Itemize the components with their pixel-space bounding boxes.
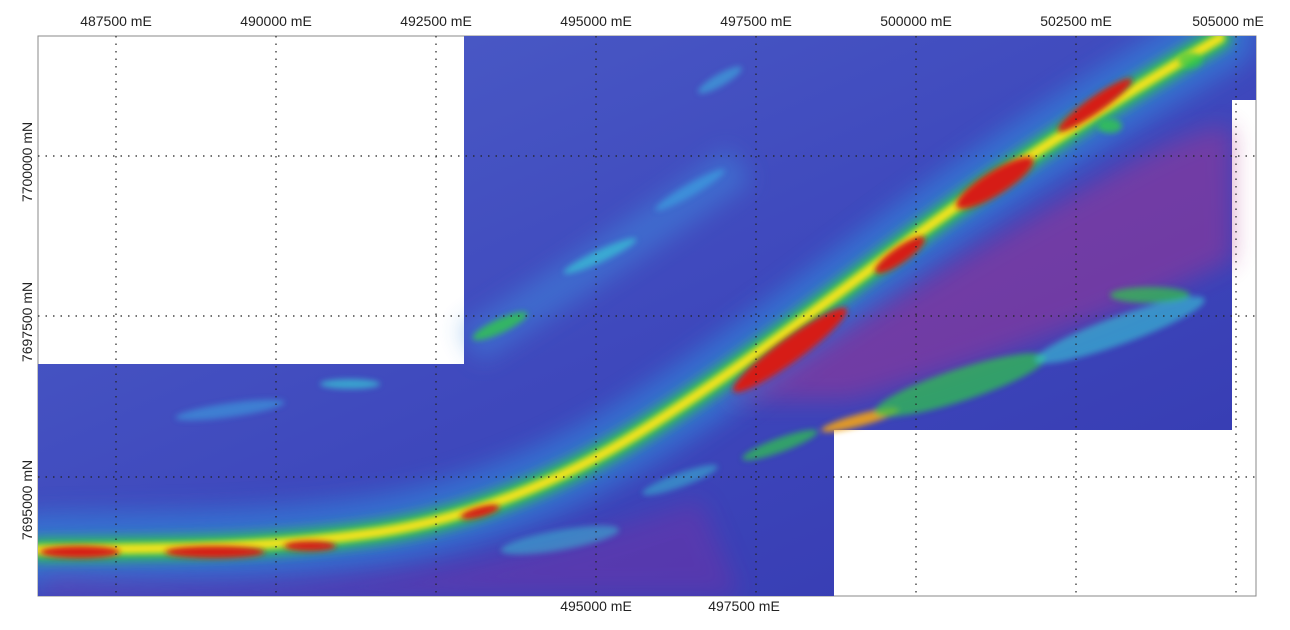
top-axis-label: 502500 mE — [1040, 13, 1112, 29]
minor-anomaly — [642, 464, 718, 496]
bottom-axis-label: 495000 mE — [560, 598, 632, 614]
minor-anomaly — [1178, 52, 1202, 68]
anomaly-highs — [40, 78, 1133, 558]
anomaly-high — [460, 504, 500, 520]
minor-anomaly — [655, 169, 725, 211]
anomaly-high — [875, 236, 925, 274]
anomaly-high — [1057, 78, 1133, 132]
left-axis-label: 7695000 mN — [19, 460, 35, 540]
left-axis: 7700000 mN 7697500 mN 7695000 mN — [19, 122, 35, 540]
anomaly-high — [956, 157, 1034, 209]
minor-anomaly — [320, 379, 380, 389]
minor-anomaly — [698, 66, 742, 94]
top-axis-label: 495000 mE — [560, 13, 632, 29]
left-axis-label: 7700000 mN — [19, 122, 35, 202]
anomaly-high — [732, 307, 848, 393]
top-axis-label: 490000 mE — [240, 13, 312, 29]
top-axis: 487500 mE 490000 mE 492500 mE 495000 mE … — [80, 13, 1264, 29]
minor-anomaly — [742, 429, 818, 461]
minor-anomaly — [1110, 287, 1190, 303]
magnetic-low-zone — [720, 127, 1232, 400]
minor-anomaly — [175, 399, 285, 421]
map-grid — [38, 36, 1256, 596]
anomaly-high — [165, 546, 265, 558]
left-axis-label: 7697500 mN — [19, 282, 35, 362]
minor-anomaly — [1035, 296, 1205, 364]
top-axis-label: 492500 mE — [400, 13, 472, 29]
top-axis-label: 497500 mE — [720, 13, 792, 29]
anomaly-high — [40, 546, 120, 558]
bottom-axis: 495000 mE 497500 mE — [560, 598, 780, 614]
top-axis-label: 505000 mE — [1192, 13, 1264, 29]
magnetic-low-zone-south — [38, 500, 740, 596]
minor-anomaly — [472, 311, 528, 341]
top-axis-label: 500000 mE — [880, 13, 952, 29]
minor-anomaly — [874, 353, 1046, 417]
minor-anomaly — [563, 238, 637, 274]
top-axis-label: 487500 mE — [80, 13, 152, 29]
minor-anomalies — [175, 52, 1205, 555]
anomaly-high — [284, 541, 336, 551]
minor-anomaly — [1098, 119, 1122, 133]
minor-anomaly — [500, 525, 620, 555]
bottom-axis-label: 497500 mE — [708, 598, 780, 614]
